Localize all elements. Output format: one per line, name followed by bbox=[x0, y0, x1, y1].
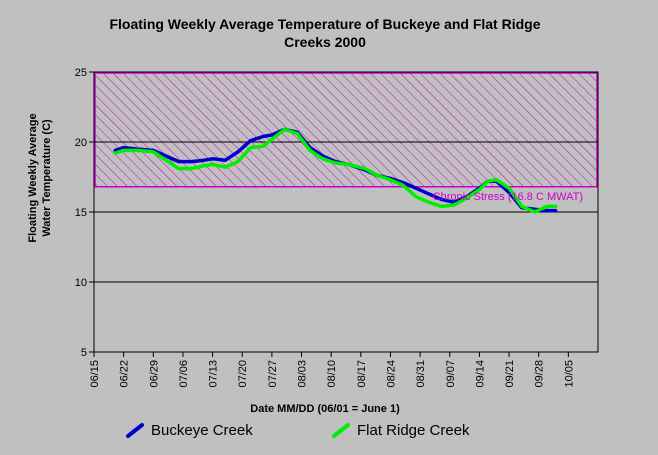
y-tick-label: 5 bbox=[81, 347, 87, 359]
legend-label: Buckeye Creek bbox=[151, 422, 253, 439]
x-tick-label: 07/06 bbox=[178, 360, 190, 388]
y-tick-label: 25 bbox=[75, 67, 87, 79]
legend-swatch bbox=[126, 423, 144, 438]
x-tick-label: 06/15 bbox=[89, 360, 101, 388]
x-tick-label: 10/05 bbox=[563, 360, 575, 388]
x-tick-label: 08/03 bbox=[297, 360, 309, 388]
legend-item: Buckeye Creek bbox=[126, 422, 253, 439]
x-tick-label: 06/29 bbox=[148, 360, 160, 388]
x-tick-label: 08/31 bbox=[415, 360, 427, 388]
legend-label: Flat Ridge Creek bbox=[357, 422, 470, 439]
chart-title-line-1: Floating Weekly Average Temperature of B… bbox=[109, 16, 540, 32]
x-tick-label: 09/07 bbox=[445, 360, 457, 388]
stress-zone-label: Chronic Stress (16.8 C MWAT) bbox=[433, 191, 583, 203]
x-tick-label: 09/28 bbox=[534, 360, 546, 388]
legend-item: Flat Ridge Creek bbox=[332, 422, 470, 439]
y-axis-label-line-2: Water Temperature (C) bbox=[41, 119, 53, 237]
y-tick-label: 15 bbox=[75, 207, 87, 219]
y-axis-label-line-1: Floating Weekly Average bbox=[27, 113, 39, 242]
stress-zone-hatch bbox=[94, 72, 598, 187]
x-tick-label: 06/22 bbox=[119, 360, 131, 388]
x-tick-label: 07/27 bbox=[267, 360, 279, 388]
x-tick-label: 07/20 bbox=[237, 360, 249, 388]
x-tick-label: 08/24 bbox=[385, 360, 397, 388]
x-tick-label: 08/17 bbox=[356, 360, 368, 388]
legend-swatch bbox=[332, 423, 350, 438]
chart-title-line-2: Creeks 2000 bbox=[284, 34, 366, 50]
x-axis-label: Date MM/DD (06/01 = June 1) bbox=[250, 403, 400, 415]
series-line-flat-ridge-creek bbox=[113, 127, 558, 214]
x-tick-label: 08/10 bbox=[326, 360, 338, 388]
x-tick-label: 07/13 bbox=[208, 360, 220, 388]
x-tick-label: 09/21 bbox=[504, 360, 516, 388]
y-tick-label: 10 bbox=[75, 277, 87, 289]
y-tick-label: 20 bbox=[75, 137, 87, 149]
x-tick-label: 09/14 bbox=[474, 360, 486, 388]
